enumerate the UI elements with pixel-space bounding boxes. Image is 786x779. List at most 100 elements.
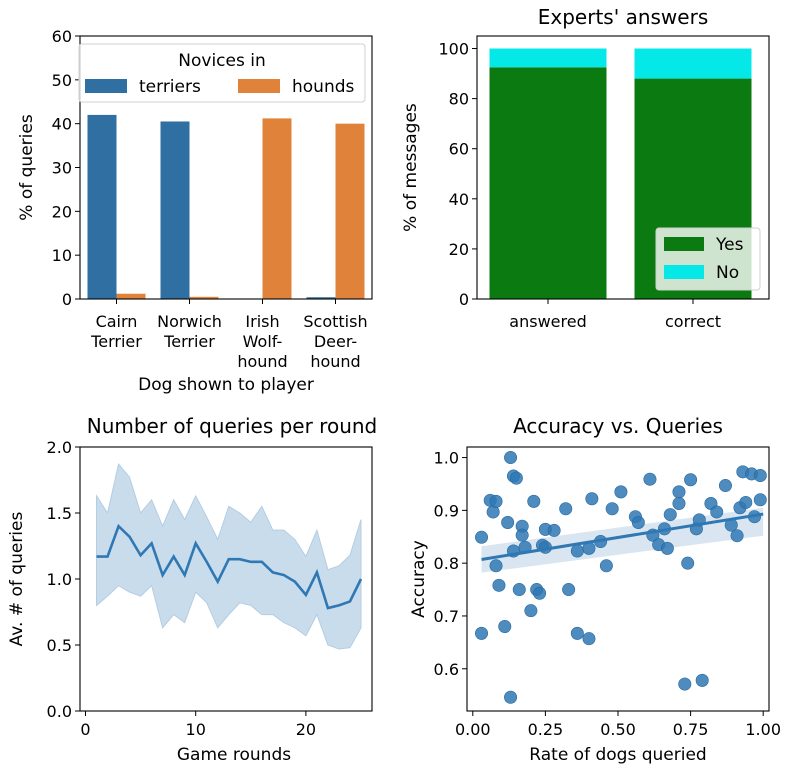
scatter-point-47 bbox=[678, 677, 692, 691]
scatter-point-35 bbox=[605, 502, 619, 516]
scatter-point-0 bbox=[475, 626, 489, 640]
scatter-point-55 bbox=[718, 479, 732, 493]
novices-ytick-label-4: 40 bbox=[52, 115, 72, 134]
scatter-point-29 bbox=[570, 626, 584, 640]
experts-ytick-label-0: 0 bbox=[459, 290, 469, 309]
scatter-point-31 bbox=[585, 492, 599, 506]
experts-axes-frame bbox=[476, 35, 770, 300]
scatter-point-49 bbox=[684, 473, 698, 487]
queries-ytick-label-1: 0.5 bbox=[47, 636, 72, 655]
novices-category-label-1-0: Norwich bbox=[157, 312, 222, 331]
bar-terriers-3 bbox=[306, 297, 336, 299]
scatter-point-13 bbox=[512, 583, 526, 597]
panel-experts-bar-chart: answered correct 0 20 40 60 80 100 % of messages… bbox=[401, 5, 770, 331]
panel-novices-bar-chart: CairnTerrierNorwichTerrierIrishWolf-houn… bbox=[17, 27, 373, 395]
novices-category-label-3-2: hound bbox=[310, 352, 360, 371]
scatter-point-44 bbox=[663, 508, 677, 522]
experts-title: Experts' answers bbox=[538, 5, 708, 29]
bar-terriers-0 bbox=[87, 114, 117, 300]
queries-ytick-label-4: 2.0 bbox=[47, 438, 72, 457]
novices-legend-swatch-hounds bbox=[238, 79, 280, 93]
scatter-point-30 bbox=[582, 632, 596, 646]
novices-ytick-label-3: 30 bbox=[52, 159, 72, 178]
bar-terriers-1 bbox=[160, 121, 190, 299]
experts-ylabel: % of messages bbox=[401, 103, 421, 232]
queries-ytick-label-0: 0.0 bbox=[47, 702, 72, 721]
queries-mean-line bbox=[96, 523, 363, 610]
accuracy-xtick-label-0: 0.00 bbox=[455, 720, 491, 739]
accuracy-ytick-label-1: 0.7 bbox=[434, 607, 459, 626]
novices-category-label-3-0: Scottish bbox=[303, 312, 367, 331]
scatter-point-4 bbox=[489, 494, 503, 508]
novices-ytick-label-0: 0 bbox=[62, 290, 72, 309]
scatter-point-34 bbox=[599, 559, 613, 573]
accuracy-xtick-label-2: 0.50 bbox=[600, 720, 636, 739]
panel-accuracy-scatter: 0.6 0.7 0.8 0.9 1.0 0.00 0.25 0.50 0.75 1.00 Accur… bbox=[409, 414, 781, 765]
queries-ytick-label-2: 1.0 bbox=[47, 570, 72, 589]
queries-xlabel: Game rounds bbox=[177, 745, 291, 765]
scatter-point-63 bbox=[753, 469, 767, 483]
novices-legend-box bbox=[78, 43, 366, 103]
scatter-point-26 bbox=[559, 502, 573, 516]
experts-ytick-label-3: 60 bbox=[449, 140, 469, 159]
scatter-point-27 bbox=[562, 583, 576, 597]
accuracy-ytick-label-2: 0.8 bbox=[434, 554, 459, 573]
accuracy-ytick-label-3: 0.9 bbox=[434, 501, 459, 520]
scatter-point-21 bbox=[533, 586, 547, 600]
experts-legend-swatch-no bbox=[664, 265, 704, 279]
novices-ytick-label-1: 10 bbox=[52, 246, 72, 265]
accuracy-ytick-label-0: 0.6 bbox=[434, 660, 459, 679]
novices-category-label-0-0: Cairn bbox=[96, 312, 138, 331]
accuracy-xlabel: Rate of dogs queried bbox=[529, 745, 706, 765]
queries-xtick-label-1: 10 bbox=[186, 720, 206, 739]
scatter-point-28 bbox=[570, 544, 584, 558]
novices-category-label-0-1: Terrier bbox=[90, 332, 142, 351]
novices-ytick-label-5: 50 bbox=[52, 71, 72, 90]
queries-xtick-label-2: 20 bbox=[296, 720, 316, 739]
queries-xtick-label-0: 0 bbox=[80, 720, 90, 739]
scatter-point-5 bbox=[492, 578, 506, 592]
scatter-point-15 bbox=[515, 528, 529, 542]
scatter-point-18 bbox=[524, 604, 538, 618]
bar-no-correct bbox=[634, 48, 752, 79]
scatter-point-39 bbox=[643, 472, 657, 486]
novices-legend-label-terriers: terriers bbox=[139, 77, 201, 97]
accuracy-xtick-label-3: 0.75 bbox=[673, 720, 709, 739]
scatter-point-45 bbox=[672, 485, 686, 499]
accuracy-regression-line bbox=[481, 512, 764, 561]
scatter-point-64 bbox=[753, 493, 767, 507]
queries-confidence-band bbox=[96, 463, 362, 650]
scatter-point-36 bbox=[614, 485, 628, 499]
experts-ytick-label-5: 100 bbox=[438, 40, 469, 59]
experts-ytick-label-2: 40 bbox=[449, 190, 469, 209]
experts-legend-swatch-yes bbox=[664, 237, 704, 251]
novices-category-label-2-2: hound bbox=[237, 352, 287, 371]
scatter-point-8 bbox=[504, 451, 518, 465]
accuracy-title: Accuracy vs. Queries bbox=[513, 414, 723, 438]
novices-category-label-1-1: Terrier bbox=[163, 332, 215, 351]
novices-category-label-3-1: Deer- bbox=[314, 332, 357, 351]
scatter-point-7 bbox=[498, 620, 512, 634]
scatter-point-60 bbox=[739, 495, 753, 509]
novices-legend-swatch-terriers bbox=[85, 79, 127, 93]
novices-ylabel: % of queries bbox=[17, 114, 37, 221]
novices-ytick-label-6: 60 bbox=[52, 27, 72, 46]
scatter-point-6 bbox=[489, 559, 503, 573]
scatter-point-48 bbox=[681, 556, 695, 570]
queries-ylabel: Av. # of queries bbox=[7, 512, 27, 647]
panel-queries-line-chart: 0.0 0.5 1.0 1.5 2.0 0 10 20 Av. # of queries Game… bbox=[7, 414, 377, 765]
novices-category-label-2-1: Wolf- bbox=[243, 332, 283, 351]
bar-yes-answered bbox=[489, 67, 607, 299]
bar-no-answered bbox=[489, 48, 607, 68]
scatter-point-17 bbox=[504, 690, 518, 704]
bar-hounds-1 bbox=[189, 296, 219, 299]
experts-legend-label-no: No bbox=[716, 263, 739, 283]
accuracy-xtick-label-4: 1.00 bbox=[745, 720, 781, 739]
scatter-point-57 bbox=[730, 529, 744, 543]
experts-legend-label-yes: Yes bbox=[715, 235, 744, 255]
experts-ytick-label-1: 20 bbox=[449, 240, 469, 259]
novices-category-label-2-0: Irish bbox=[245, 312, 279, 331]
bar-hounds-2 bbox=[262, 118, 292, 299]
accuracy-ylabel: Accuracy bbox=[409, 540, 429, 618]
